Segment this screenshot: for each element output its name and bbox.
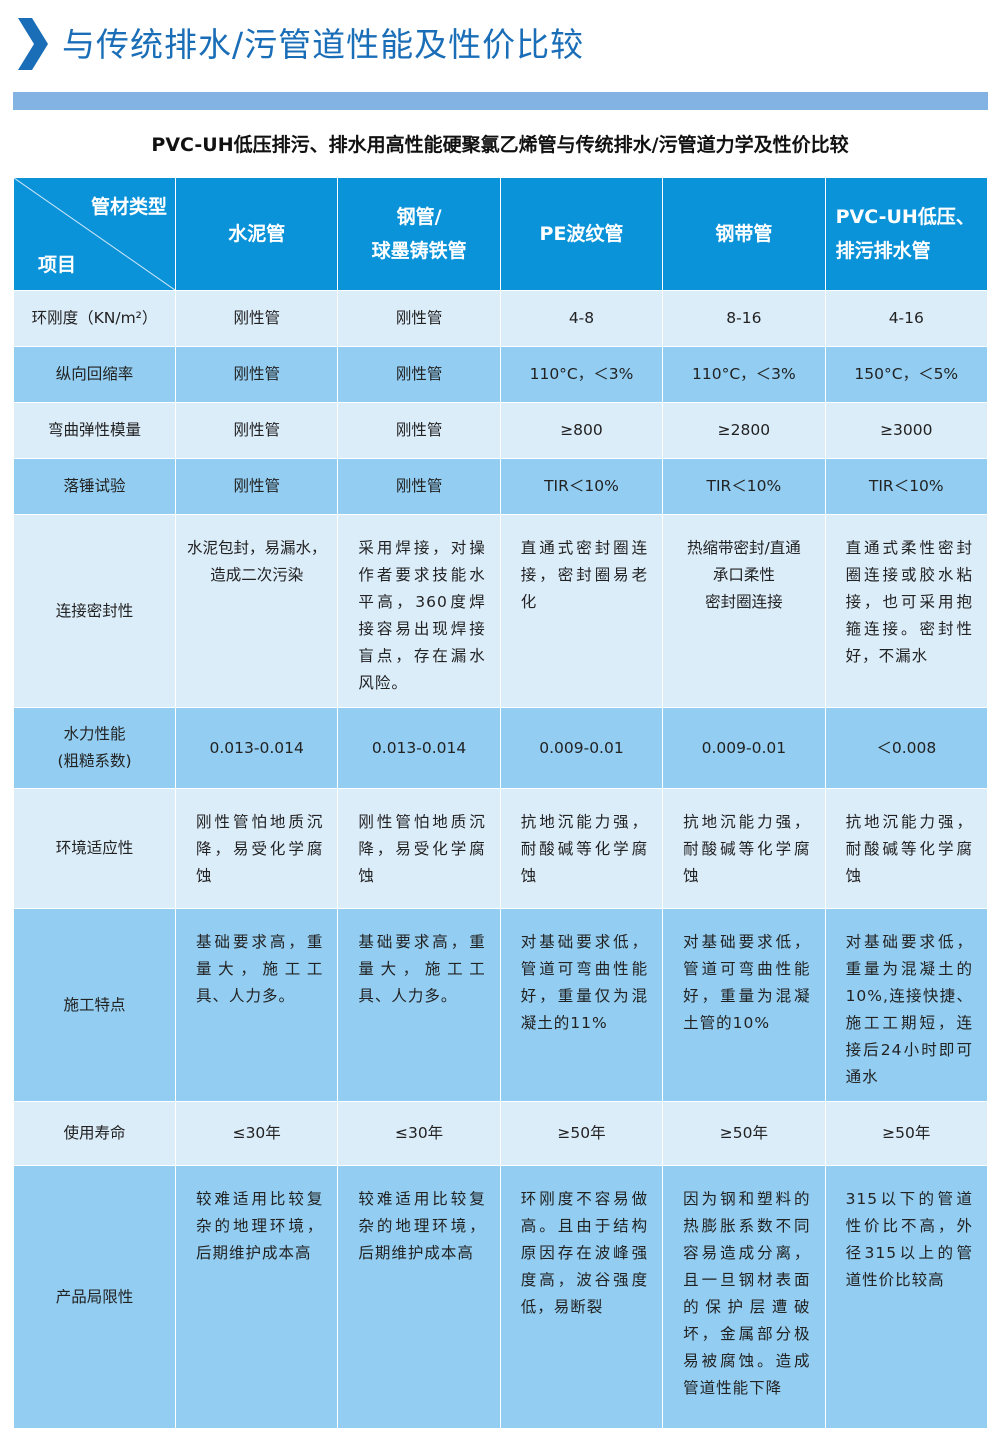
diagonal-divider	[14, 178, 175, 290]
table-cell: ≥800	[499, 402, 664, 459]
table-cell: 刚性管	[174, 458, 339, 515]
table-cell: 刚性管	[337, 290, 501, 347]
table-cell: 4-8	[499, 290, 664, 347]
column-header-label: 钢带管	[715, 223, 773, 245]
table-cell: 因为钢和塑料的热膨胀系数不同容易造成分离，且一旦钢材表面的保护层遭破坏，金属部分…	[662, 1165, 826, 1429]
table-cell: ≥2800	[662, 402, 826, 459]
table-cell: 刚性管怕地质沉降，易受化学腐蚀	[174, 788, 339, 909]
table-cell: ≤30年	[174, 1101, 339, 1166]
table-row: 环境适应性 刚性管怕地质沉降，易受化学腐蚀 刚性管怕地质沉降，易受化学腐蚀 抗地沉能力…	[13, 788, 989, 909]
table-cell: 热缩带密封/直通 承口柔性 密封圈连接	[662, 514, 826, 708]
row-label: 落锤试验	[13, 458, 176, 515]
table-cell: 8-16	[662, 290, 826, 347]
table-cell: TIR＜10%	[499, 458, 664, 515]
table-cell: 水泥包封，易漏水，造成二次污染	[174, 514, 339, 708]
table-row: 弯曲弹性模量 刚性管 刚性管 ≥800 ≥2800 ≥3000	[13, 402, 989, 459]
table-cell: 110°C，＜3%	[662, 346, 826, 403]
table-row: 施工特点 基础要求高，重量大，施工工具、人力多。 基础要求高，重量大，施工工具、人力…	[13, 908, 989, 1102]
row-label: 产品局限性	[13, 1165, 176, 1429]
table-cell: 0.013-0.014	[174, 707, 339, 789]
table-cell: 抗地沉能力强，耐酸碱等化学腐蚀	[824, 788, 989, 909]
table-caption: PVC-UH低压排污、排水用高性能硬聚氯乙烯管与传统排水/污管道力学及性价比较	[151, 134, 849, 156]
table-cell: 刚性管	[337, 346, 501, 403]
table-cell: 基础要求高，重量大，施工工具、人力多。	[174, 908, 339, 1102]
table-cell: 0.013-0.014	[337, 707, 501, 789]
row-label: 纵向回缩率	[13, 346, 176, 403]
column-header: PVC-UH低压、 排污排水管	[824, 177, 989, 291]
table-cell: 110°C，＜3%	[499, 346, 664, 403]
corner-header: 管材类型 项目	[13, 177, 176, 291]
table-cell: 0.009-0.01	[662, 707, 826, 789]
table-cell: 4-16	[824, 290, 989, 347]
row-label: 环刚度（KN/m²）	[13, 290, 176, 347]
table-cell: 较难适用比较复杂的地理环境，后期维护成本高	[174, 1165, 339, 1429]
table-row: 使用寿命 ≤30年 ≤30年 ≥50年 ≥50年 ≥50年	[13, 1101, 989, 1166]
column-header-label: 水泥管	[228, 223, 286, 245]
table-cell: ≥3000	[824, 402, 989, 459]
row-label: 连接密封性	[13, 514, 176, 708]
table-row: 水力性能 (粗糙系数) 0.013-0.014 0.013-0.014 0.009-0…	[13, 707, 989, 789]
column-header: PE波纹管	[499, 177, 664, 291]
column-header-label: PE波纹管	[539, 223, 624, 245]
table-cell: ≥50年	[499, 1101, 664, 1166]
table-cell: 直通式密封圈连接，密封圈易老化	[499, 514, 664, 708]
corner-bottom-label: 项目	[38, 254, 77, 276]
table-cell: 基础要求高，重量大，施工工具、人力多。	[337, 908, 501, 1102]
table-cell: 刚性管	[174, 290, 339, 347]
table-cell: 直通式柔性密封圈连接或胶水粘接，也可采用抱箍连接。密封性好，不漏水	[824, 514, 989, 708]
row-label: 环境适应性	[13, 788, 176, 909]
column-header: 钢带管	[662, 177, 826, 291]
table-cell: 对基础要求低，管道可弯曲性能好，重量为混凝土管的10%	[662, 908, 826, 1102]
table-cell: TIR＜10%	[662, 458, 826, 515]
table-cell: ≥50年	[662, 1101, 826, 1166]
table-cell: 抗地沉能力强，耐酸碱等化学腐蚀	[499, 788, 664, 909]
table-row: 环刚度（KN/m²） 刚性管 刚性管 4-8 8-16 4-16	[13, 290, 989, 347]
table-cell: 0.009-0.01	[499, 707, 664, 789]
column-header: 水泥管	[174, 177, 339, 291]
table-cell: 对基础要求低，重量为混凝土的10%,连接快捷、施工工期短，连接后24小时即可通水	[824, 908, 989, 1102]
table-row: 落锤试验 刚性管 刚性管 TIR＜10% TIR＜10% TIR＜10%	[13, 458, 989, 515]
table-cell: ＜0.008	[824, 707, 989, 789]
table-cell: 采用焊接，对操作者要求技能水平高，360度焊接容易出现焊接盲点，存在漏水风险。	[337, 514, 501, 708]
table-cell: 刚性管	[337, 402, 501, 459]
table-row: 连接密封性 水泥包封，易漏水，造成二次污染 采用焊接，对操作者要求技能水平高，360…	[13, 514, 989, 708]
row-label: 弯曲弹性模量	[13, 402, 176, 459]
row-label: 使用寿命	[13, 1101, 176, 1166]
table-cell: 刚性管	[174, 402, 339, 459]
corner-top-label: 管材类型	[90, 196, 167, 218]
column-header-label: PVC-UH低压、 排污排水管	[835, 206, 975, 262]
table-cell: 环刚度不容易做高。且由于结构原因存在波峰强度高，波谷强度低，易断裂	[499, 1165, 664, 1429]
table-cell: 刚性管	[174, 346, 339, 403]
decorative-band	[13, 92, 988, 110]
column-header-label: 钢管/ 球墨铸铁管	[371, 206, 467, 262]
table-cell: ≥50年	[824, 1101, 989, 1166]
table-cell: 刚性管怕地质沉降，易受化学腐蚀	[337, 788, 501, 909]
table-row: 纵向回缩率 刚性管 刚性管 110°C，＜3% 110°C，＜3% 150°C，＜5%	[13, 346, 989, 403]
table-cell: 150°C，＜5%	[824, 346, 989, 403]
table-cell: 315以下的管道性价比不高，外径315以上的管道性价比较高	[824, 1165, 989, 1429]
table-cell: 抗地沉能力强，耐酸碱等化学腐蚀	[662, 788, 826, 909]
page-title: 与传统排水/污管道性能及性价比较	[62, 25, 585, 64]
chevron-right-icon	[18, 18, 48, 70]
row-label: 施工特点	[13, 908, 176, 1102]
table-cell: 刚性管	[337, 458, 501, 515]
row-label: 水力性能 (粗糙系数)	[13, 707, 176, 789]
column-header: 钢管/ 球墨铸铁管	[337, 177, 501, 291]
table-row: 产品局限性 较难适用比较复杂的地理环境，后期维护成本高 较难适用比较复杂的地理环境，…	[13, 1165, 989, 1429]
table-cell: 较难适用比较复杂的地理环境，后期维护成本高	[337, 1165, 501, 1429]
comparison-table: 管材类型 项目 水泥管 钢管/ 球墨铸铁管 PE波纹管 钢带管 PVC-UH低压…	[13, 177, 989, 1429]
table-cell: TIR＜10%	[824, 458, 989, 515]
header-row: 管材类型 项目 水泥管 钢管/ 球墨铸铁管 PE波纹管 钢带管 PVC-UH低压…	[13, 177, 989, 291]
table-cell: ≤30年	[337, 1101, 501, 1166]
table-cell: 对基础要求低，管道可弯曲性能好，重量仅为混凝土的11%	[499, 908, 664, 1102]
